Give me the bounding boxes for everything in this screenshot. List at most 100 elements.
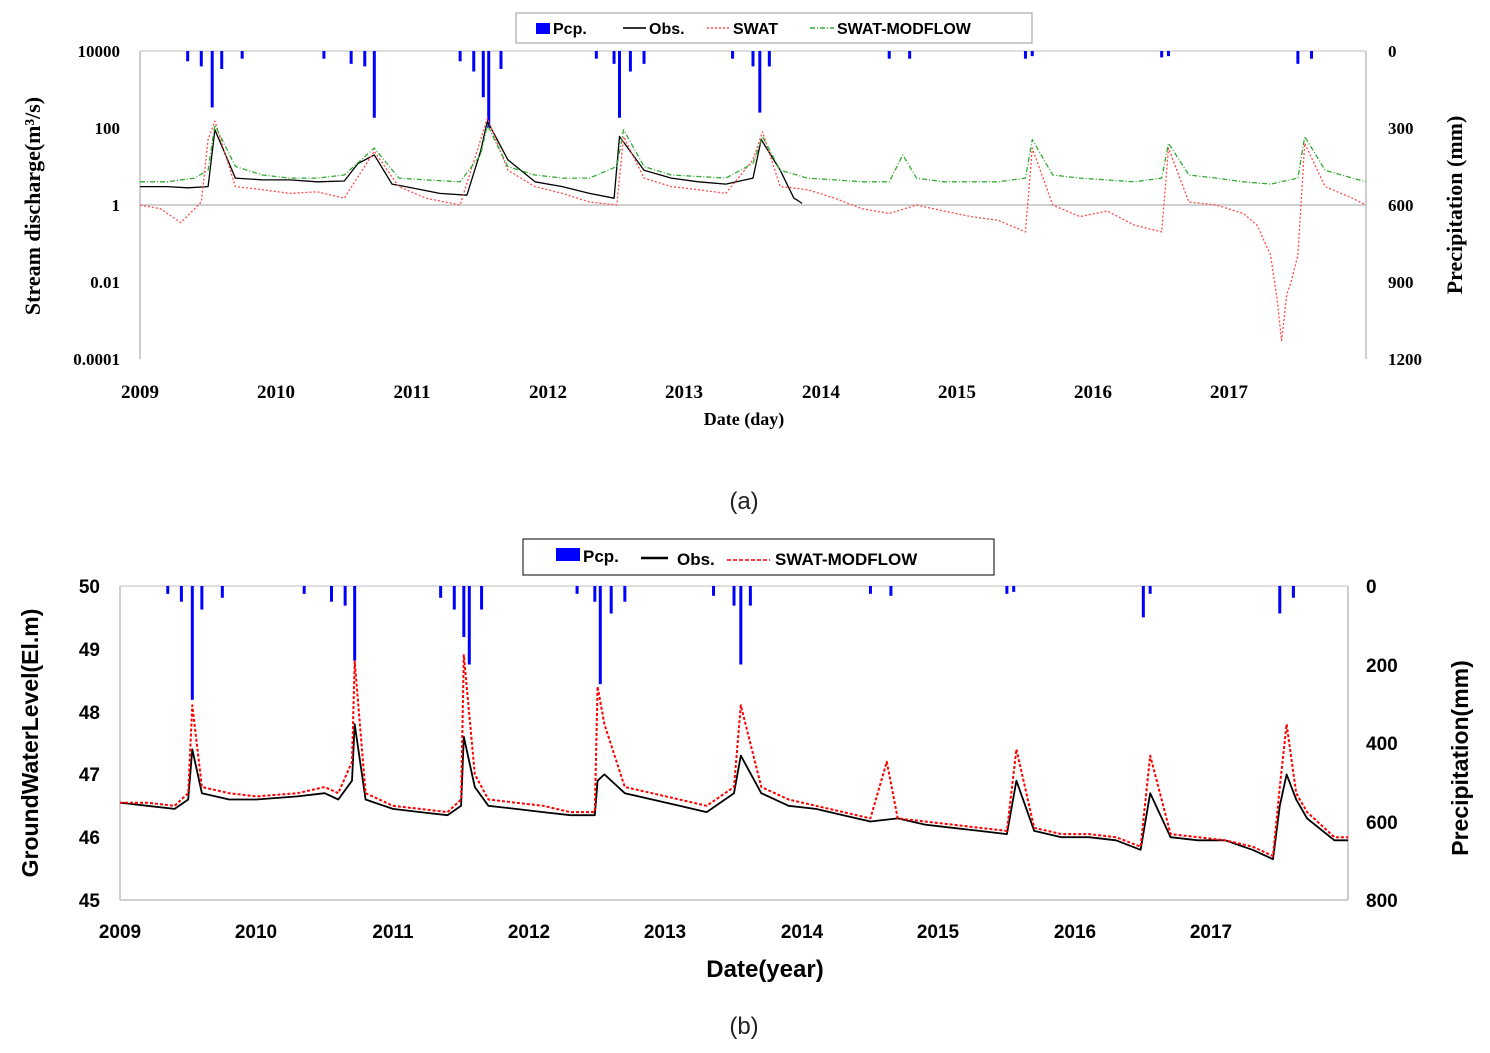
legend-swatch-pcp — [556, 548, 580, 561]
x-tick-label: 2010 — [257, 382, 295, 403]
series-line-swat-modflow — [120, 654, 1348, 857]
pcp-bar — [200, 586, 204, 610]
x-tick-label: 2011 — [372, 922, 414, 943]
pcp-bar — [480, 586, 484, 610]
y2-axis-title-b: Precipitation(mm) — [1447, 660, 1473, 856]
pcp-bar — [1291, 586, 1295, 598]
pcp-bar — [908, 51, 912, 59]
y-tick-label: 100 — [95, 119, 121, 138]
y-tick-label: 46 — [79, 828, 100, 849]
y-tick-label: 0.01 — [90, 273, 120, 292]
y2-axis-title-a: Precipitation (mm) — [1442, 116, 1467, 295]
pcp-bar — [322, 51, 326, 59]
y-axis-title-a: Stream discharge(m³/s) — [20, 97, 45, 315]
x-tick-label: 2012 — [508, 922, 550, 943]
pcp-bar — [240, 51, 244, 59]
x-tick-label: 2014 — [802, 382, 841, 403]
series-line-swat-modflow — [140, 124, 1367, 185]
legend-label-obs: Obs. — [677, 550, 715, 569]
x-tick-label: 2016 — [1074, 382, 1112, 403]
x-tick-label: 2010 — [235, 922, 277, 943]
pcp-bar — [1166, 51, 1170, 57]
legend-label-pcp: Pcp. — [553, 21, 587, 38]
y2-tick-label: 0 — [1388, 42, 1397, 61]
pcp-bar — [481, 51, 485, 98]
pcp-bar — [1141, 586, 1145, 618]
x-tick-label: 2015 — [938, 382, 976, 403]
y2-ticks-b: 0 200 400 600 800 — [1366, 577, 1398, 912]
y-tick-label: 45 — [79, 891, 101, 912]
pcp-bar — [598, 586, 602, 685]
pcp-bar — [767, 51, 771, 67]
caption-b: (b) — [729, 1013, 758, 1040]
pcp-bar — [439, 586, 443, 598]
pcp-bar — [712, 586, 716, 596]
y-tick-label: 10000 — [78, 42, 121, 61]
pcp-bar — [166, 586, 170, 594]
y2-tick-label: 1200 — [1388, 350, 1422, 369]
pcp-bar — [1296, 51, 1300, 64]
pcp-bar — [868, 586, 872, 594]
legend-a: Pcp. Obs. SWAT SWAT-MODFLOW — [515, 12, 1033, 44]
caption-a: (a) — [729, 488, 758, 515]
pcp-bar — [739, 586, 743, 665]
series-line-obs — [119, 723, 1348, 861]
x-tick-label: 2013 — [665, 382, 703, 403]
pcp-bar — [349, 51, 353, 64]
legend-swatch-pcp — [536, 23, 550, 34]
x-ticks-a: 2009 2010 2011 2012 2013 2014 2015 2016 … — [121, 382, 1249, 403]
y-tick-label: 0.0001 — [73, 350, 120, 369]
y2-tick-label: 900 — [1388, 273, 1414, 292]
y2-tick-label: 400 — [1366, 734, 1398, 755]
pcp-bar — [751, 51, 755, 67]
pcp-bar — [329, 586, 333, 602]
pcp-bar — [353, 586, 357, 661]
series-line-swat — [139, 117, 1367, 342]
pcp-bar — [199, 51, 203, 67]
panel-b: Pcp. Obs. SWAT-MODFLOW 50 49 48 47 46 45… — [17, 538, 1473, 1040]
pcp-bar — [609, 586, 613, 614]
y-ticks-a: 10000 100 1 0.01 0.0001 — [73, 42, 120, 369]
pcp-bar — [452, 586, 456, 610]
pcp-bar — [575, 586, 579, 594]
series-line-obs — [140, 120, 803, 204]
y2-tick-label: 800 — [1366, 891, 1398, 912]
pcp-bar — [594, 51, 598, 59]
pcp-bar — [372, 51, 376, 118]
pcp-bars-a — [186, 51, 1314, 128]
pcp-bar — [1030, 51, 1034, 57]
x-tick-label: 2009 — [99, 922, 141, 943]
y-tick-label: 50 — [79, 577, 100, 598]
y2-tick-label: 0 — [1366, 577, 1377, 598]
legend-label-pcp: Pcp. — [583, 547, 619, 566]
pcp-bar — [1160, 51, 1164, 58]
y-tick-label: 47 — [79, 765, 100, 786]
y2-ticks-a: 0 300 600 900 1200 — [1388, 42, 1422, 369]
pcp-bar — [1310, 51, 1314, 59]
y-tick-label: 49 — [79, 640, 100, 661]
legend-label-swatmodflow: SWAT-MODFLOW — [837, 21, 972, 38]
series-lines-a — [139, 117, 1367, 342]
x-tick-label: 2017 — [1210, 382, 1249, 403]
pcp-bar — [210, 51, 214, 108]
pcp-bar — [487, 51, 491, 128]
legend-label-swat: SWAT — [733, 21, 778, 38]
pcp-bar — [467, 586, 471, 665]
pcp-bar — [887, 51, 891, 59]
pcp-bar — [220, 51, 224, 69]
x-tick-label: 2013 — [644, 922, 686, 943]
x-axis-title-a: Date (day) — [704, 409, 784, 430]
x-tick-label: 2014 — [781, 922, 824, 943]
pcp-bar — [758, 51, 762, 113]
y-ticks-b: 50 49 48 47 46 45 — [79, 577, 101, 912]
x-tick-label: 2017 — [1190, 922, 1232, 943]
y2-tick-label: 200 — [1366, 656, 1398, 677]
pcp-bar — [612, 51, 616, 64]
pcp-bar — [618, 51, 622, 118]
pcp-bar — [363, 51, 367, 67]
pcp-bar — [1005, 586, 1009, 594]
pcp-bar — [190, 586, 194, 700]
pcp-bar — [1278, 586, 1282, 614]
legend-b: Pcp. Obs. SWAT-MODFLOW — [522, 538, 995, 576]
